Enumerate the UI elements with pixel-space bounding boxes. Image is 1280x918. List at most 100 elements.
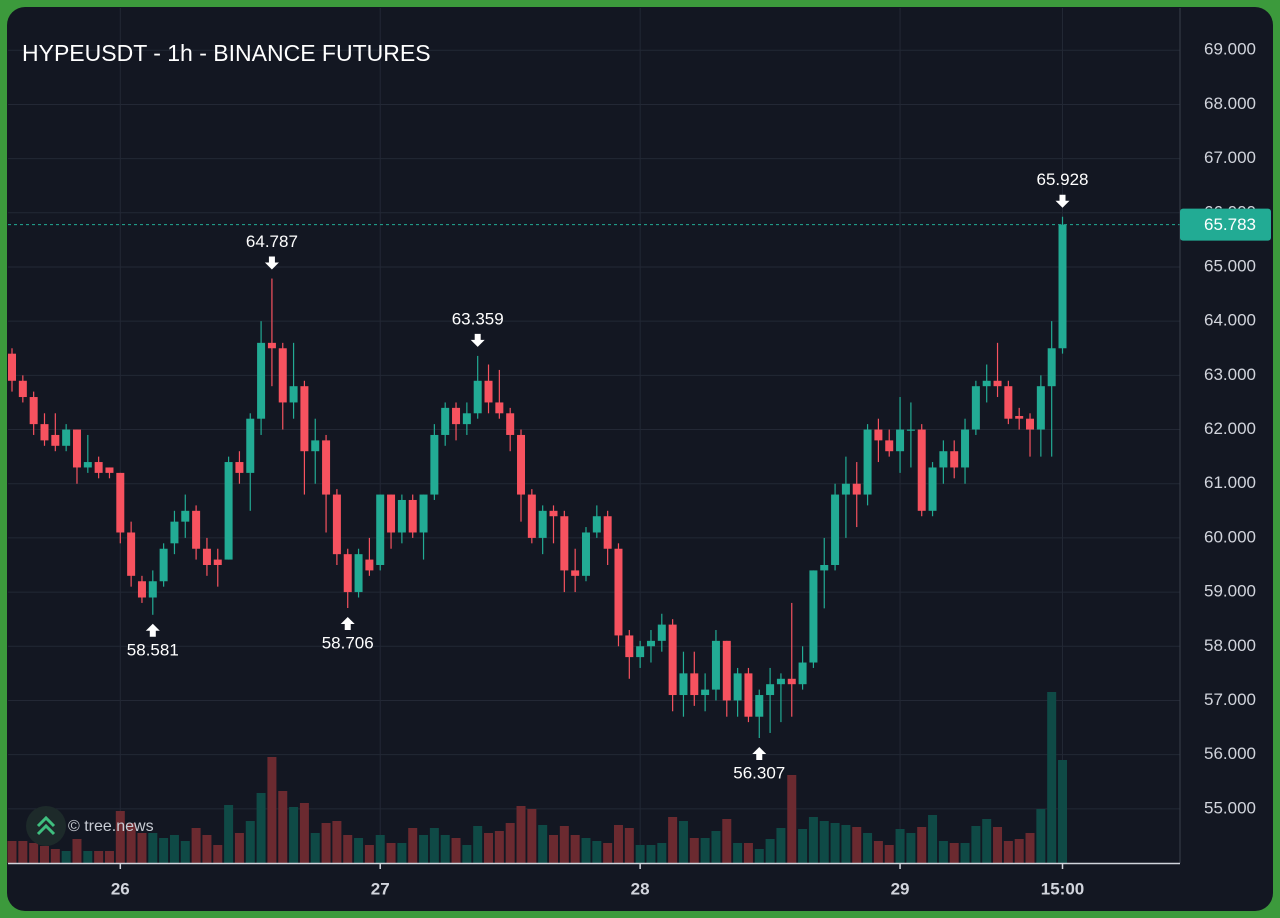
- y-tick-label: 65.000: [1204, 256, 1256, 275]
- volume-bar: [592, 841, 602, 863]
- volume-bar: [722, 819, 732, 863]
- candle-body: [896, 429, 905, 452]
- volume-bar: [516, 806, 526, 863]
- volume-bar: [245, 821, 255, 863]
- volume-bar: [960, 843, 970, 863]
- candle-body: [83, 462, 92, 468]
- low-marker-arrow: [340, 617, 355, 631]
- volume-bar: [549, 835, 558, 863]
- candle-body: [571, 570, 580, 576]
- candle-body: [397, 499, 406, 533]
- candle-body: [137, 581, 146, 598]
- candle-body: [798, 662, 807, 685]
- candle-body: [831, 494, 840, 565]
- candle-body: [939, 451, 948, 468]
- high-marker-arrow: [1055, 194, 1070, 208]
- volume-bar: [938, 841, 948, 863]
- volume-bar: [494, 831, 504, 863]
- volume-bar: [180, 841, 190, 863]
- candle-body: [322, 440, 331, 495]
- candle-body: [343, 554, 352, 593]
- volume-bar: [375, 835, 385, 863]
- volume-bar: [765, 839, 775, 863]
- volume-bar: [993, 827, 1003, 863]
- y-tick-label: 64.000: [1204, 311, 1256, 330]
- candle-body: [809, 570, 818, 663]
- candle-body: [679, 673, 688, 696]
- candle-body: [733, 673, 742, 701]
- volume-bar: [386, 843, 396, 863]
- volume-bar: [830, 823, 840, 863]
- volume-bar: [949, 843, 959, 863]
- volume-bar: [613, 825, 623, 863]
- volume-bar: [419, 835, 429, 863]
- candle-body: [419, 494, 428, 533]
- candle-body: [885, 440, 894, 452]
- high-marker-arrow: [470, 333, 485, 347]
- candle-body: [971, 386, 980, 430]
- volume-bar: [397, 843, 407, 863]
- candle-body: [452, 407, 461, 425]
- candle-body: [982, 380, 991, 387]
- y-tick-label: 61.000: [1204, 473, 1256, 492]
- volume-bar: [689, 838, 699, 863]
- candle-body: [72, 429, 81, 468]
- volume-bar: [906, 833, 916, 863]
- candle-layer: [8, 216, 1067, 739]
- volume-bar: [429, 828, 439, 863]
- volume-bar: [310, 833, 320, 863]
- high-marker-label: 64.787: [246, 232, 298, 251]
- volume-bar: [256, 793, 266, 863]
- candle-body: [94, 462, 103, 473]
- candle-body: [311, 440, 320, 452]
- candle-body: [852, 483, 861, 495]
- chart-title: HYPEUSDT - 1h - BINANCE FUTURES: [22, 40, 431, 66]
- candle-body: [51, 434, 60, 446]
- candle-body: [722, 640, 731, 701]
- volume-bar: [538, 825, 548, 863]
- candle-body: [690, 673, 699, 696]
- volume-bar: [798, 829, 808, 863]
- volume-bar: [505, 823, 515, 863]
- volume-bar: [733, 843, 743, 863]
- candle-body: [711, 640, 720, 690]
- candle-body: [18, 380, 27, 398]
- candle-body: [8, 353, 16, 381]
- y-tick-label: 69.000: [1204, 40, 1256, 59]
- x-tick-label: 26: [111, 879, 130, 898]
- axis-layer: 55.000 56.000 57.000 58.000 59.000 60.000 61.0…: [111, 40, 1271, 898]
- candle-body: [928, 467, 937, 511]
- candle-body: [744, 673, 753, 717]
- volume-bar: [169, 835, 179, 863]
- candle-body: [365, 559, 374, 571]
- candle-body: [906, 429, 915, 431]
- candle-body: [170, 521, 179, 544]
- candle-body: [354, 554, 363, 593]
- candle-body: [1047, 348, 1056, 387]
- volume-bar: [700, 838, 710, 863]
- volume-bar: [321, 823, 331, 863]
- candle-body: [841, 483, 850, 495]
- volume-bar: [451, 838, 461, 863]
- volume-bar: [1036, 809, 1046, 863]
- candle-body: [300, 386, 309, 452]
- volume-bar: [776, 828, 786, 863]
- volume-bar: [234, 833, 244, 863]
- candle-body: [430, 434, 439, 495]
- candle-body: [668, 624, 677, 696]
- volume-bar: [104, 851, 114, 863]
- candle-body: [874, 429, 883, 441]
- candle-body: [202, 548, 211, 565]
- volume-bar: [289, 807, 299, 863]
- candle-body: [235, 462, 244, 473]
- grid: [8, 8, 1180, 863]
- high-marker-label: 63.359: [452, 309, 504, 328]
- volume-bar: [570, 835, 580, 863]
- candle-body: [1004, 386, 1013, 419]
- candle-body: [614, 548, 623, 636]
- candle-body: [592, 516, 601, 533]
- annotation-layer: 64.787 63.359 65.928 58.581 58.706 56.307: [8, 170, 1180, 782]
- candle-body: [1015, 415, 1024, 419]
- y-tick-label: 60.000: [1204, 527, 1256, 546]
